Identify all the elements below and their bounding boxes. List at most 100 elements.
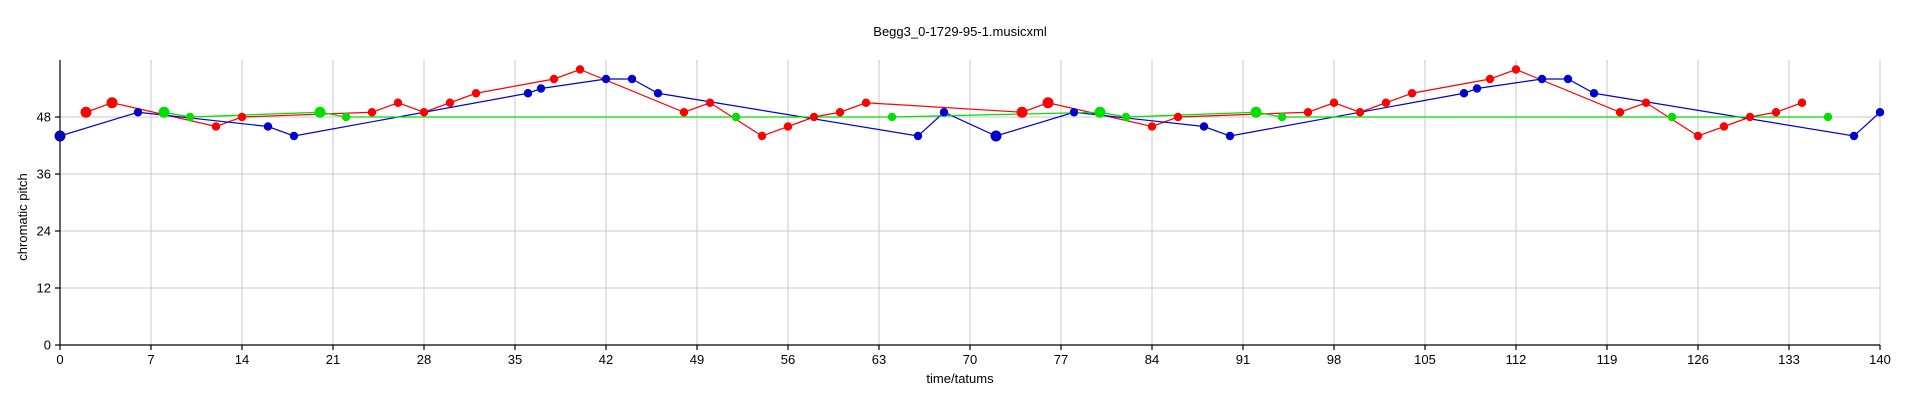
data-point: [1771, 108, 1781, 117]
grid: [60, 60, 1881, 345]
data-point: [1016, 106, 1028, 118]
x-tick-label: 119: [1597, 352, 1618, 367]
data-point: [1173, 112, 1183, 122]
data-point: [1303, 108, 1313, 117]
data-point: [445, 98, 455, 107]
data-point: [367, 108, 377, 117]
data-point: [887, 112, 897, 122]
x-axis-label: time/tatums: [926, 371, 994, 386]
series-line: [59, 78, 1881, 137]
data-point: [627, 74, 637, 84]
data-point: [393, 98, 403, 107]
data-point: [1745, 112, 1755, 122]
y-tick-label: 0: [44, 338, 51, 353]
data-point: [913, 131, 923, 141]
x-tick-label: 7: [147, 352, 154, 367]
data-point: [1511, 65, 1521, 74]
data-point: [783, 122, 793, 131]
x-tick-label: 91: [1236, 352, 1250, 367]
data-point: [1199, 122, 1209, 131]
data-point: [1849, 131, 1859, 141]
x-tick-label: 35: [508, 352, 522, 367]
data-point: [679, 108, 689, 117]
data-point: [1667, 112, 1677, 122]
data-point: [185, 112, 195, 122]
data-point: [1225, 131, 1235, 141]
data-point: [1407, 89, 1417, 98]
x-tick-label: 84: [1145, 352, 1159, 367]
data-point: [1329, 98, 1339, 107]
data-point: [1875, 108, 1885, 117]
x-tick-label: 140: [1869, 352, 1891, 367]
x-tick-label: 42: [599, 352, 613, 367]
data-point: [990, 130, 1002, 142]
data-point: [1589, 89, 1599, 98]
x-tick-label: 28: [417, 352, 431, 367]
series-layer: [54, 65, 1885, 142]
y-tick-label: 12: [37, 281, 51, 296]
data-point: [523, 89, 533, 98]
data-point: [1277, 112, 1287, 122]
data-point: [1485, 74, 1495, 84]
data-point: [1563, 74, 1573, 84]
data-point: [1121, 112, 1131, 122]
x-tick-label: 49: [690, 352, 704, 367]
y-tick-label: 24: [37, 224, 51, 239]
y-tick-label: 48: [37, 110, 51, 125]
data-point: [341, 112, 351, 122]
data-point: [549, 74, 559, 84]
x-tick-label: 70: [963, 352, 977, 367]
data-point: [211, 122, 221, 131]
data-point: [1472, 84, 1482, 93]
data-point: [731, 112, 741, 122]
data-point: [1719, 122, 1729, 131]
x-tick-label: 77: [1054, 352, 1068, 367]
x-tick-label: 21: [326, 352, 340, 367]
data-point: [1693, 131, 1703, 141]
data-point: [601, 74, 611, 84]
x-tick-label: 112: [1506, 352, 1527, 367]
data-point: [757, 131, 767, 141]
data-point: [939, 108, 949, 117]
data-point: [80, 106, 92, 118]
data-point: [314, 106, 326, 118]
chart-title: Begg3_0-1729-95-1.musicxml: [873, 24, 1047, 39]
data-point: [536, 84, 546, 93]
x-tick-label: 56: [781, 352, 795, 367]
y-axis-label: chromatic pitch: [15, 173, 30, 260]
data-point: [653, 89, 663, 98]
x-tick-label: 63: [872, 352, 886, 367]
data-point: [1459, 89, 1469, 98]
series-line: [163, 111, 1828, 118]
data-point: [1381, 98, 1391, 107]
ticks: 0 7 14 21 28 35 42 49 56 63 70 77 84 91 98 105 112 119 126…: [37, 110, 1891, 368]
data-point: [289, 131, 299, 141]
x-tick-label: 98: [1327, 352, 1341, 367]
data-point: [861, 98, 871, 107]
x-tick-label: 14: [235, 352, 249, 367]
data-point: [1069, 108, 1079, 117]
data-point: [1641, 98, 1651, 107]
data-point: [1250, 106, 1262, 118]
data-point: [1797, 98, 1807, 107]
data-point: [133, 108, 143, 117]
data-point: [237, 112, 247, 122]
data-point: [1094, 106, 1106, 118]
data-point: [263, 122, 273, 131]
data-point: [1615, 108, 1625, 117]
data-point: [106, 97, 118, 109]
x-tick-label: 133: [1778, 352, 1800, 367]
data-point: [419, 108, 429, 117]
x-tick-label: 105: [1414, 352, 1436, 367]
x-tick-label: 0: [56, 352, 63, 367]
data-point: [1042, 97, 1054, 109]
data-point: [1355, 108, 1365, 117]
data-point: [1147, 122, 1157, 131]
data-point: [1823, 112, 1833, 122]
data-point: [575, 65, 585, 74]
data-point: [158, 106, 170, 118]
data-point: [1537, 74, 1547, 84]
x-tick-label: 126: [1687, 352, 1709, 367]
data-point: [809, 112, 819, 122]
